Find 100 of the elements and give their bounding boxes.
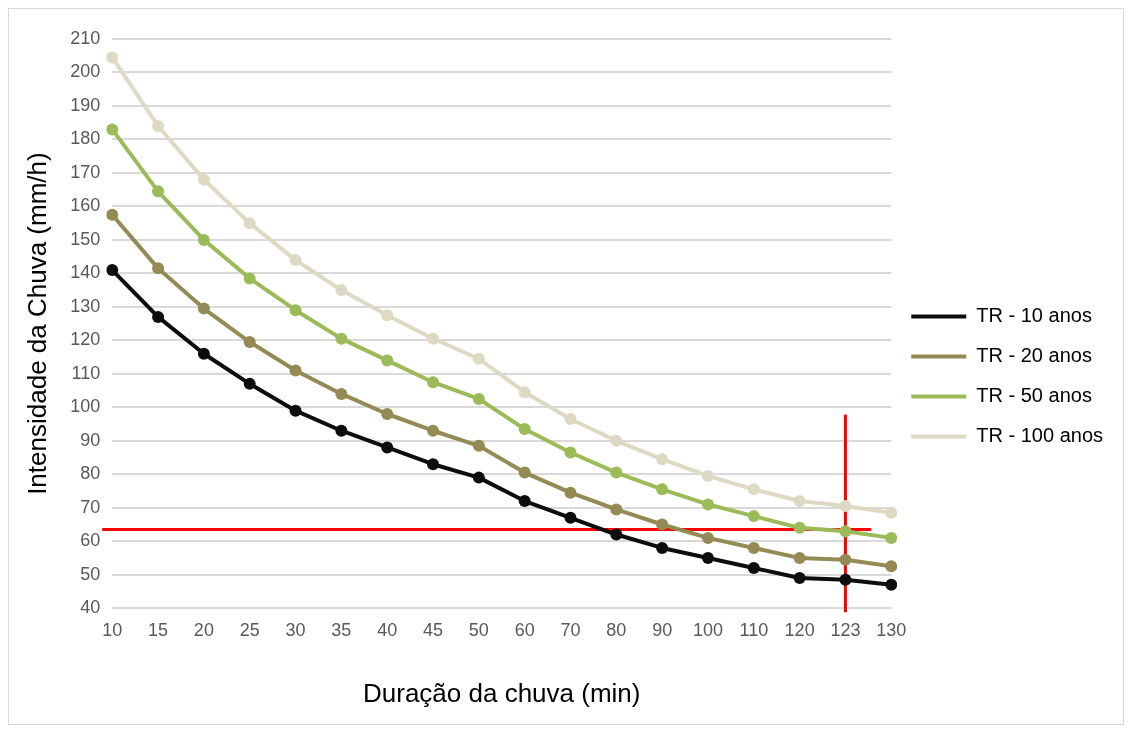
point <box>518 386 531 399</box>
x-axis-title: Duração da chuva (min) <box>363 677 641 708</box>
legend-label: TR - 10 anos <box>976 304 1092 327</box>
x-tick-label: 45 <box>423 619 444 640</box>
legend-label: TR - 20 anos <box>976 344 1092 367</box>
point <box>656 541 669 554</box>
x-tick-label: 130 <box>876 619 907 640</box>
x-tick-label: 40 <box>377 619 398 640</box>
point <box>747 541 760 554</box>
y-tick-label: 40 <box>80 597 101 618</box>
y-tick-label: 130 <box>70 295 101 316</box>
point <box>701 551 714 564</box>
y-tick-label: 210 <box>70 27 101 48</box>
y-tick-label: 160 <box>70 195 101 216</box>
point <box>427 424 440 437</box>
point <box>197 233 210 246</box>
point <box>885 560 898 573</box>
point <box>518 466 531 479</box>
point <box>518 423 531 436</box>
point <box>793 572 806 585</box>
point <box>381 354 394 367</box>
point <box>152 120 165 133</box>
x-tick-label: 90 <box>652 619 673 640</box>
point <box>885 578 898 591</box>
x-tick-label: 10 <box>102 619 123 640</box>
y-tick-label: 80 <box>80 463 101 484</box>
point <box>472 471 485 484</box>
point <box>610 528 623 541</box>
point <box>564 446 577 459</box>
point <box>839 573 852 586</box>
point <box>106 123 119 136</box>
point <box>564 413 577 426</box>
point <box>472 352 485 365</box>
y-tick-label: 60 <box>80 530 101 551</box>
point <box>289 253 302 266</box>
point <box>747 562 760 575</box>
point <box>793 551 806 564</box>
y-tick-label: 170 <box>70 161 101 182</box>
y-tick-label: 100 <box>70 396 101 417</box>
point <box>381 441 394 454</box>
point <box>656 483 669 496</box>
x-tick-label: 60 <box>514 619 535 640</box>
x-tick-label: 110 <box>739 619 769 640</box>
point <box>701 469 714 482</box>
point <box>335 387 348 400</box>
x-tick-label: 100 <box>692 619 723 640</box>
x-tick-label: 20 <box>193 619 214 640</box>
point <box>701 531 714 544</box>
point <box>152 185 165 198</box>
point <box>839 553 852 566</box>
x-tick-label: 123 <box>830 619 861 640</box>
point <box>335 332 348 345</box>
point <box>381 309 394 322</box>
y-tick-label: 90 <box>80 429 101 450</box>
point <box>472 392 485 405</box>
y-tick-label: 50 <box>80 563 101 584</box>
y-tick-label: 140 <box>70 262 101 283</box>
point <box>381 408 394 420</box>
y-tick-label: 150 <box>70 228 101 249</box>
point <box>885 531 898 544</box>
point <box>152 310 165 323</box>
point <box>106 51 119 64</box>
point <box>793 521 806 534</box>
x-tick-label: 25 <box>239 619 260 640</box>
point <box>793 495 806 508</box>
point <box>610 466 623 479</box>
point <box>472 439 485 452</box>
point <box>564 486 577 499</box>
x-tick-label: 70 <box>560 619 581 640</box>
point <box>243 272 256 285</box>
y-tick-label: 200 <box>70 61 101 82</box>
x-tick-label: 35 <box>331 619 352 640</box>
y-tick-label: 190 <box>70 94 101 115</box>
point <box>747 510 760 523</box>
x-tick-label: 50 <box>468 619 489 640</box>
point <box>335 424 348 437</box>
point <box>656 453 669 466</box>
x-tick-label: 30 <box>285 619 306 640</box>
point <box>656 518 669 531</box>
point <box>106 208 119 221</box>
point <box>747 483 760 496</box>
point <box>701 498 714 511</box>
y-tick-label: 70 <box>80 496 101 517</box>
point <box>427 376 440 389</box>
y-tick-label: 120 <box>70 329 101 350</box>
y-axis-title: Intensidade da Chuva (mm/h) <box>21 152 52 495</box>
point <box>839 500 852 513</box>
y-tick-label: 110 <box>71 362 101 383</box>
point <box>839 525 852 538</box>
point <box>427 332 440 345</box>
point <box>335 284 348 297</box>
point <box>289 304 302 317</box>
point <box>197 173 210 186</box>
y-tick-label: 180 <box>70 128 101 149</box>
legend-label: TR - 100 anos <box>976 424 1104 447</box>
point <box>243 217 256 230</box>
point <box>106 264 119 277</box>
x-tick-label: 15 <box>148 619 169 640</box>
point <box>289 364 302 377</box>
point <box>197 302 210 315</box>
